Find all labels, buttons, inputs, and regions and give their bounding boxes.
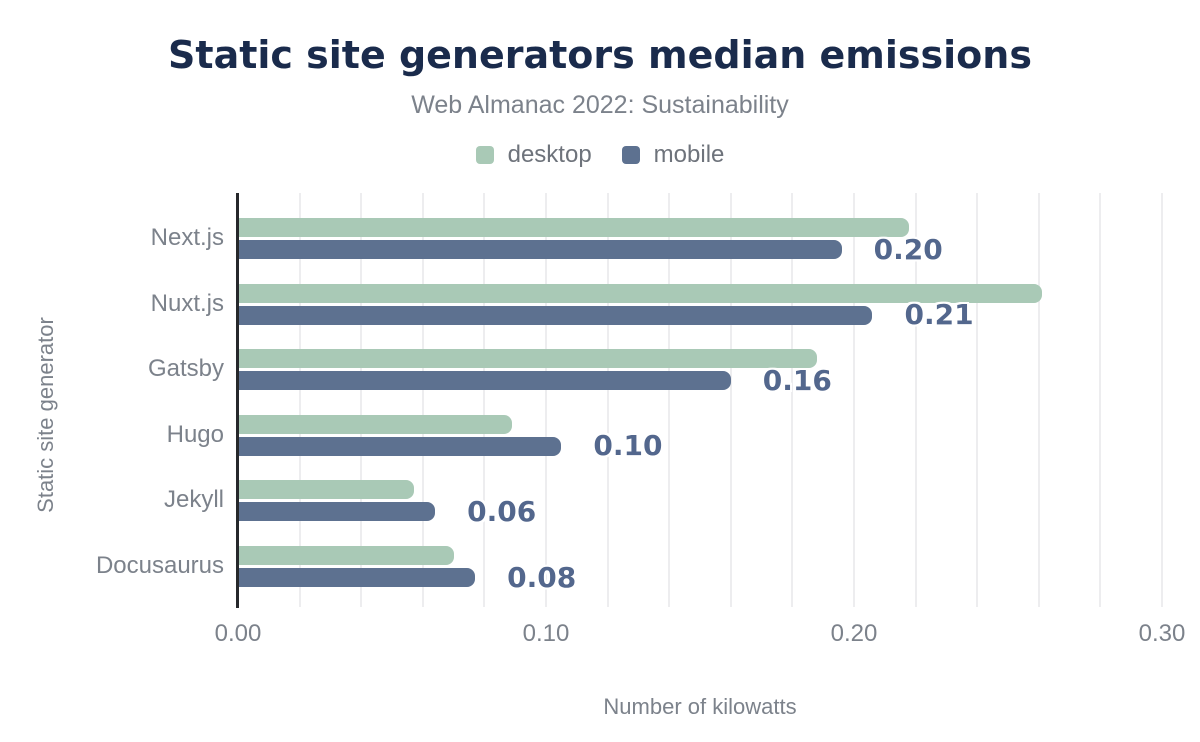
bar-mobile[interactable]	[239, 568, 476, 587]
gridline	[791, 193, 794, 607]
gridline	[545, 193, 547, 607]
x-tick-label: 0.00	[214, 620, 262, 647]
legend-swatch-icon	[475, 146, 494, 164]
category-label: Next.js	[150, 224, 224, 251]
category-label: Gatsby	[147, 355, 224, 383]
gridline	[853, 193, 855, 607]
gridline	[729, 193, 732, 607]
bar-desktop[interactable]	[239, 218, 910, 237]
gridline	[976, 193, 979, 607]
category-label: Docusaurus	[95, 552, 224, 579]
data-label: 0.10	[593, 429, 663, 463]
gridline	[360, 193, 363, 607]
category-label: Jekyll	[163, 486, 224, 514]
gridline	[606, 193, 609, 607]
gridline	[1037, 193, 1040, 607]
x-tick-label: 0.30	[1138, 620, 1186, 647]
gridline	[914, 193, 917, 607]
bar-desktop[interactable]	[239, 283, 1042, 303]
category-label: Nuxt.js	[150, 289, 224, 317]
bar-desktop[interactable]	[239, 480, 414, 500]
legend: desktop mobile	[0, 143, 1200, 167]
gridline	[1161, 193, 1163, 607]
data-label: 0.06	[467, 494, 537, 528]
gridline	[1099, 193, 1102, 607]
bar-mobile[interactable]	[239, 371, 731, 391]
legend-label: mobile	[653, 141, 725, 168]
data-label: 0.08	[507, 560, 577, 594]
legend-label: desktop	[507, 141, 592, 168]
x-tick-label: 0.20	[830, 620, 878, 647]
bar-desktop[interactable]	[239, 414, 513, 434]
bar-mobile[interactable]	[239, 436, 562, 456]
legend-item-mobile[interactable]: mobile	[621, 141, 725, 168]
data-label: 0.20	[873, 232, 943, 266]
gridline	[298, 193, 301, 607]
x-axis-title: Number of kilowatts	[603, 694, 797, 719]
x-tick-label: 0.10	[522, 620, 570, 647]
bar-desktop[interactable]	[239, 349, 818, 369]
chart-subtitle: Web Almanac 2022: Sustainability	[411, 91, 789, 119]
chart-title: Static site generators median emissions	[168, 33, 1032, 77]
bar-desktop[interactable]	[239, 546, 454, 565]
data-label: 0.16	[762, 363, 832, 397]
gridline	[421, 193, 424, 607]
bar-mobile[interactable]	[239, 240, 842, 259]
y-axis-line	[236, 193, 239, 608]
data-label: 0.21	[904, 298, 974, 332]
y-axis-title: Static site generator	[33, 317, 58, 513]
bar-mobile[interactable]	[239, 502, 436, 522]
category-label: Hugo	[166, 420, 224, 448]
gridline	[483, 193, 486, 607]
legend-item-desktop[interactable]: desktop	[475, 141, 592, 168]
gridline	[668, 193, 671, 607]
bar-mobile[interactable]	[239, 305, 873, 325]
legend-swatch-icon	[621, 146, 640, 164]
